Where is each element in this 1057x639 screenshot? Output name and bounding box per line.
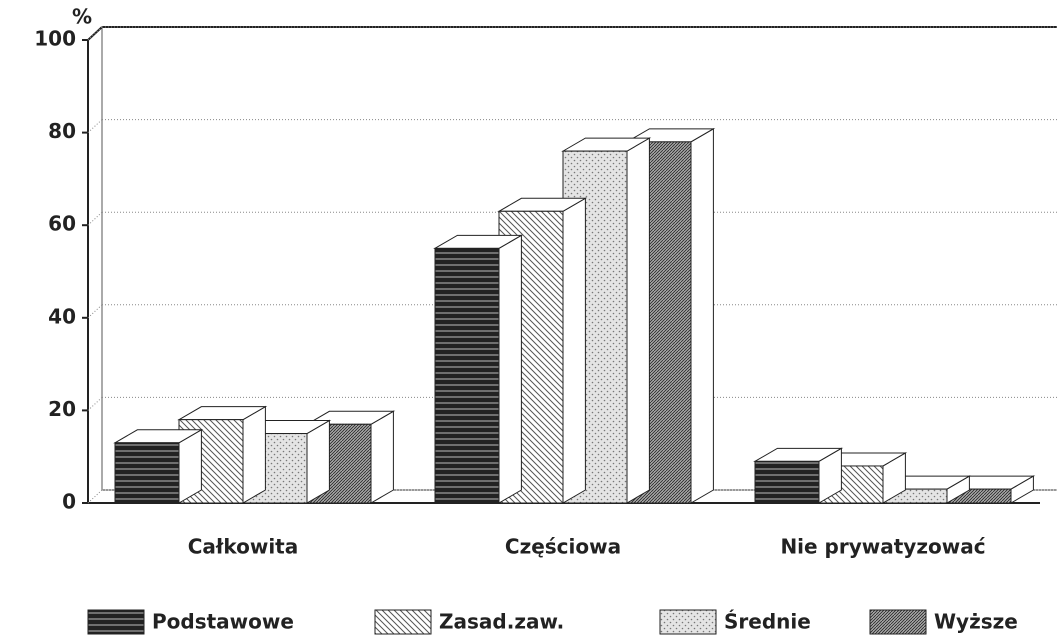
y-axis-label: %: [72, 5, 92, 29]
bar-side: [370, 410, 394, 504]
legend-label: Średnie: [724, 610, 811, 634]
y-tick-label: 20: [48, 397, 76, 421]
x-tick-label: Nie prywatyzować: [780, 535, 985, 559]
legend-swatch: [659, 609, 717, 635]
x-tick-label: Całkowita: [188, 535, 299, 559]
bar-side: [690, 127, 714, 504]
y-tick-label: 0: [62, 490, 76, 514]
bar-side: [498, 234, 522, 504]
legend-label: Zasad.zaw.: [439, 610, 564, 634]
legend-label: Podstawowe: [152, 610, 294, 634]
legend-swatch: [374, 609, 432, 635]
y-tick-label: 100: [34, 27, 76, 51]
grid-line-side: [87, 211, 103, 226]
grid-line-side: [87, 397, 103, 411]
bar-front: [434, 247, 500, 504]
y-tick-label: 60: [48, 212, 76, 236]
bar: [113, 428, 204, 504]
bar-front: [754, 460, 820, 504]
bar: [433, 234, 524, 504]
grid-line-side: [87, 304, 103, 319]
bar-side: [626, 137, 650, 504]
grid-line-side: [87, 26, 103, 41]
y-tick-label: 40: [48, 304, 76, 328]
legend-swatch: [869, 609, 927, 635]
bar-side: [242, 405, 266, 504]
bar-side: [306, 419, 330, 504]
legend-label: Wyższe: [934, 610, 1018, 634]
legend-swatch: [87, 609, 145, 635]
bar: [753, 447, 844, 504]
y-tick-label: 80: [48, 119, 76, 143]
grid-line-side: [87, 119, 103, 133]
x-tick-label: Częściowa: [505, 535, 621, 559]
bar-front: [114, 442, 180, 504]
bar-side: [562, 197, 586, 504]
grid-line-side: [87, 489, 103, 504]
